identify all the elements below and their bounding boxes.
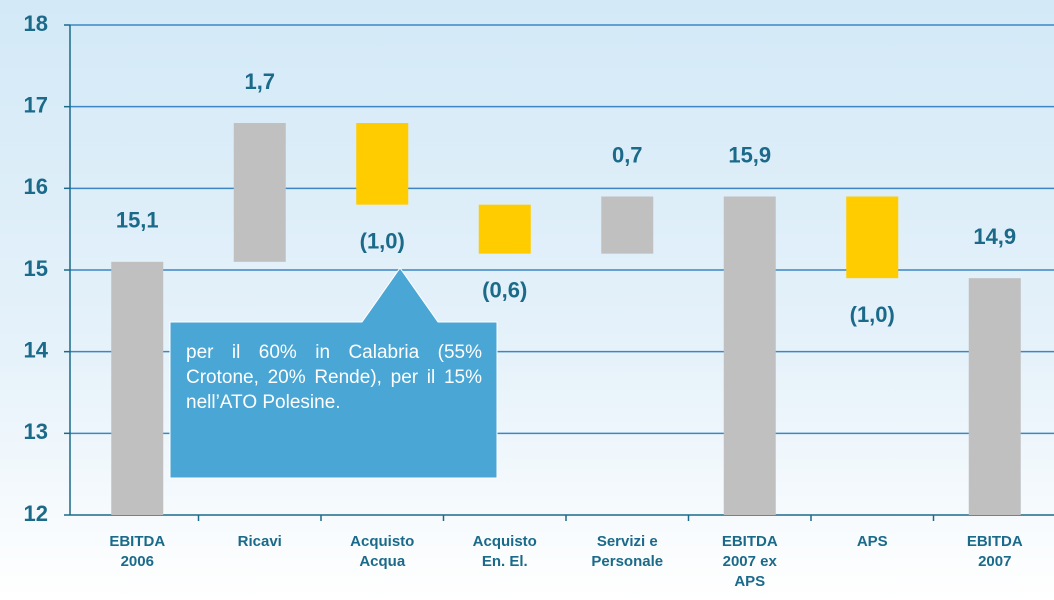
y-tick-label: 17: [24, 92, 48, 117]
x-tick-label: Acquisto En. El.: [472, 533, 537, 570]
y-tick-label: 12: [24, 501, 48, 526]
value-label: (0,6): [482, 277, 527, 302]
value-label: (1,0): [850, 302, 895, 327]
annotation: per il 60% in Calabria (55% Crotone, 20%…: [186, 342, 482, 413]
x-tick-label: EBITDA 2007: [966, 533, 1023, 570]
x-tick-label: Acquisto Acqua: [350, 533, 415, 570]
value-label: 15,9: [728, 142, 771, 167]
y-tick-label: 18: [24, 11, 48, 36]
bar: [356, 123, 409, 205]
x-tick-label: Ricavi: [237, 533, 282, 550]
y-tick-label: 15: [24, 256, 48, 281]
y-tick-label: 14: [24, 337, 49, 362]
value-label: 14,9: [973, 224, 1016, 249]
bar: [233, 123, 286, 262]
bar: [478, 204, 531, 254]
value-label: 15,1: [116, 208, 159, 233]
y-tick-label: 16: [24, 174, 48, 199]
bar: [111, 261, 164, 515]
value-label: (1,0): [360, 228, 405, 253]
bar: [723, 196, 776, 515]
x-tick-label: EBITDA 2007 ex APS: [721, 533, 778, 590]
bar: [846, 196, 899, 279]
bar: [601, 196, 654, 254]
x-tick-label: EBITDA 2006: [109, 533, 166, 570]
x-tick-label: APS: [856, 533, 888, 550]
value-label: 0,7: [612, 142, 643, 167]
value-label: 1,7: [244, 69, 275, 94]
y-tick-label: 13: [24, 419, 48, 444]
callout: [169, 267, 498, 479]
x-tick-label: Servizi e Personale: [591, 533, 664, 570]
bar: [968, 278, 1021, 515]
